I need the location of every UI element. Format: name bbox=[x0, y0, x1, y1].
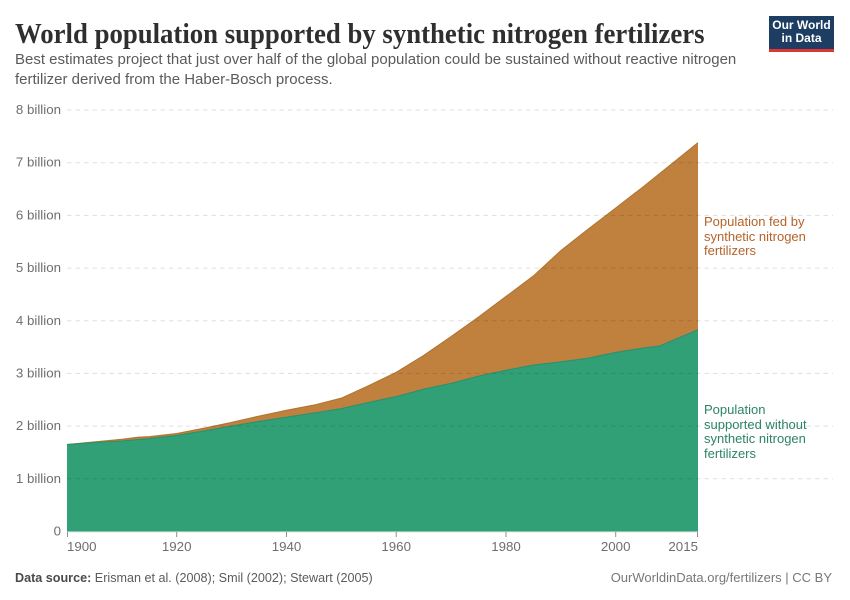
svg-text:8 billion: 8 billion bbox=[16, 102, 61, 117]
svg-text:4 billion: 4 billion bbox=[16, 313, 61, 328]
svg-text:0: 0 bbox=[54, 524, 61, 539]
svg-text:2000: 2000 bbox=[601, 539, 631, 554]
svg-text:2 billion: 2 billion bbox=[16, 418, 61, 433]
svg-text:1920: 1920 bbox=[162, 539, 192, 554]
svg-text:2015: 2015 bbox=[668, 539, 698, 554]
svg-text:6 billion: 6 billion bbox=[16, 207, 61, 222]
svg-text:1980: 1980 bbox=[491, 539, 521, 554]
svg-text:1900: 1900 bbox=[67, 539, 97, 554]
svg-text:3 billion: 3 billion bbox=[16, 365, 61, 380]
svg-text:1 billion: 1 billion bbox=[16, 471, 61, 486]
svg-text:7 billion: 7 billion bbox=[16, 155, 61, 170]
svg-text:5 billion: 5 billion bbox=[16, 260, 61, 275]
svg-text:1960: 1960 bbox=[381, 539, 411, 554]
svg-text:1940: 1940 bbox=[272, 539, 302, 554]
